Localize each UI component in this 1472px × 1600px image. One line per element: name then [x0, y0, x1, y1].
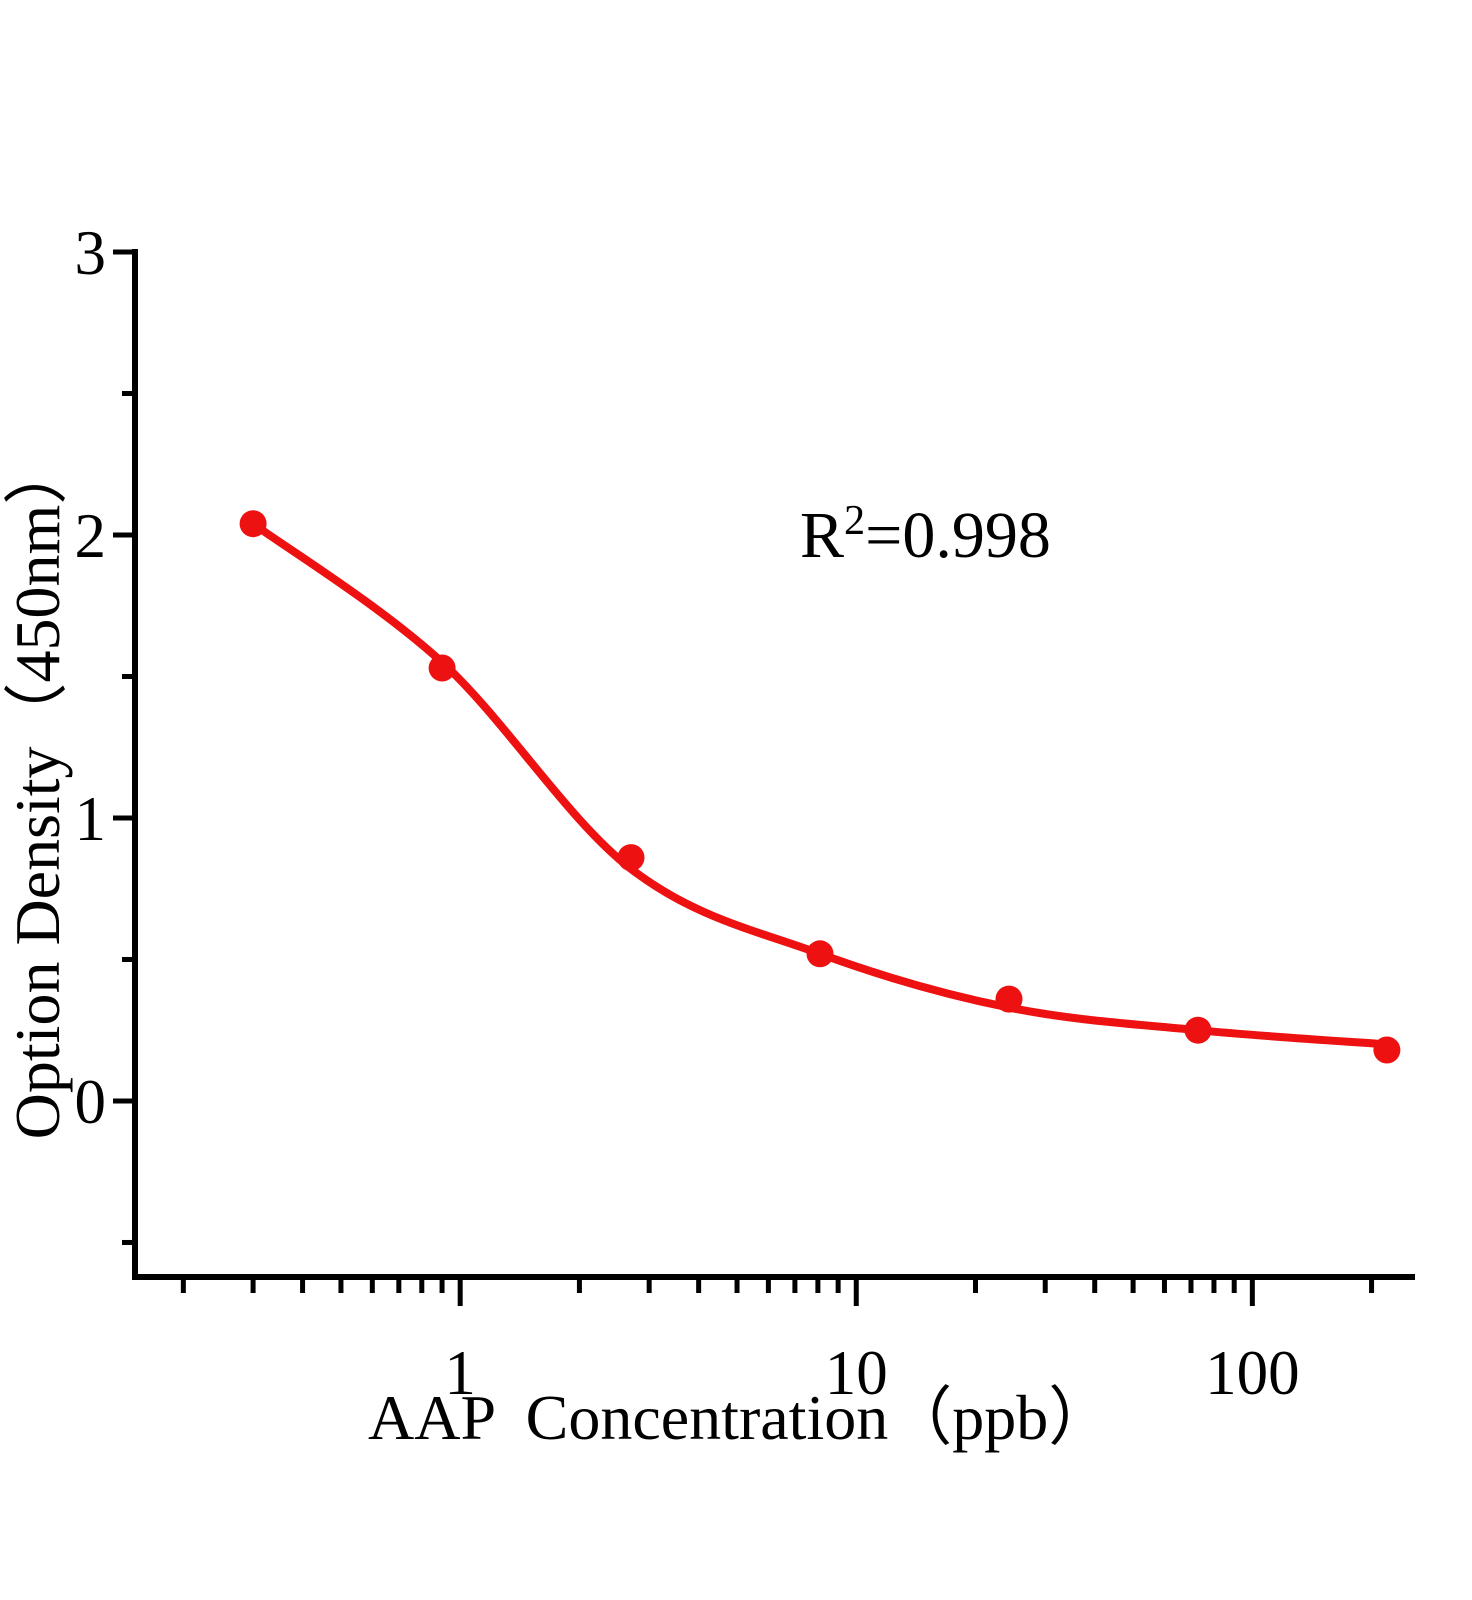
data-point — [239, 510, 267, 538]
data-point — [428, 654, 456, 682]
x-tick-label: 10 — [825, 1338, 888, 1408]
data-point — [1373, 1036, 1401, 1064]
y-tick-label: 3 — [75, 218, 107, 288]
data-point — [1184, 1016, 1212, 1044]
r2-base: R — [800, 499, 845, 573]
r2-superscript: 2 — [844, 497, 866, 544]
y-tick-label: 2 — [75, 501, 107, 571]
x-axis-title: AAP Concentration（ppb） — [368, 1382, 1113, 1453]
y-tick-label: 1 — [75, 784, 107, 854]
data-point — [806, 940, 834, 968]
data-point — [617, 844, 645, 872]
x-tick-label: 100 — [1205, 1338, 1300, 1408]
r-squared-annotation: R2=0.998 — [800, 497, 1051, 573]
data-point — [995, 985, 1023, 1013]
r2-value: =0.998 — [865, 499, 1051, 573]
y-tick-label: 0 — [75, 1067, 107, 1137]
x-tick-label: 1 — [444, 1338, 476, 1408]
y-axis-title: Option Density（450nm） — [2, 440, 73, 1140]
